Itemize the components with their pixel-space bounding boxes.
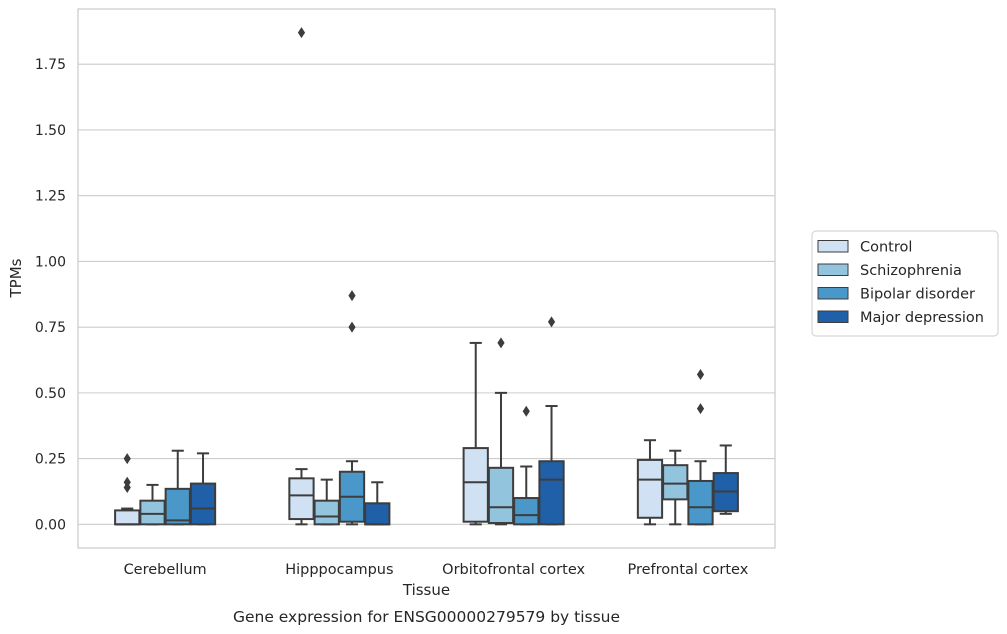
box-schizophrenia xyxy=(662,449,689,526)
iqr-box xyxy=(164,487,191,526)
iqr-box xyxy=(313,499,340,526)
y-tick-label: 0.25 xyxy=(35,452,66,468)
iqr-box xyxy=(189,482,217,526)
box-bipolar-disorder xyxy=(338,290,366,526)
box-control xyxy=(636,439,664,526)
y-tick-label: 1.25 xyxy=(35,189,66,205)
plot-area-frame xyxy=(77,8,776,549)
box-major-depression xyxy=(538,316,565,526)
y-tick-labels: 0.00 0.25 0.50 0.75 1.00 1.25 1.50 1.75 xyxy=(35,57,66,533)
iqr-box xyxy=(662,464,689,501)
iqr-box xyxy=(487,466,515,525)
box-major-depression xyxy=(364,481,391,526)
outlier-point xyxy=(696,403,705,415)
x-tick-label: Hipppocampus xyxy=(285,562,393,578)
box-series xyxy=(114,27,739,526)
y-tick-label: 0.00 xyxy=(35,517,66,533)
outlier-point xyxy=(297,27,306,39)
iqr-box xyxy=(114,509,141,526)
box-schizophrenia xyxy=(139,483,166,526)
legend-label: Control xyxy=(860,240,912,256)
x-tick-label: Prefrontal cortex xyxy=(627,562,748,578)
legend-label: Major depression xyxy=(860,310,984,326)
iqr-box xyxy=(538,460,565,526)
x-tick-labels: Cerebellum Hipppocampus Orbitofrontal cort… xyxy=(124,562,749,578)
iqr-box xyxy=(288,477,315,521)
box-bipolar-disorder xyxy=(164,449,191,526)
outlier-point xyxy=(497,337,505,349)
legend-swatch xyxy=(817,287,849,300)
outlier-point xyxy=(696,368,705,380)
outlier-point xyxy=(123,453,131,465)
box-control xyxy=(462,341,489,526)
box-schizophrenia xyxy=(313,478,340,526)
x-tick-label: Orbitofrontal cortex xyxy=(442,562,585,578)
x-tick-label: Cerebellum xyxy=(124,562,207,578)
iqr-box xyxy=(462,447,489,523)
y-gridlines xyxy=(78,63,775,525)
y-tick-label: 1.00 xyxy=(35,254,66,270)
y-tick-label: 1.50 xyxy=(35,123,66,139)
iqr-box xyxy=(687,479,714,526)
box-schizophrenia xyxy=(487,337,515,526)
outlier-point xyxy=(348,321,356,333)
iqr-box xyxy=(364,502,391,526)
box-bipolar-disorder xyxy=(513,405,540,526)
box-control xyxy=(114,453,141,526)
iqr-box xyxy=(513,497,540,526)
legend-swatch xyxy=(817,240,849,253)
outlier-point xyxy=(348,290,356,302)
box-major-depression xyxy=(712,444,739,515)
box-major-depression xyxy=(189,452,217,526)
x-axis-label: Tissue xyxy=(402,581,450,599)
legend-frame xyxy=(811,230,999,337)
iqr-box xyxy=(139,499,166,526)
outlier-point xyxy=(123,476,131,488)
chart-title: Gene expression for ENSG00000279579 by t… xyxy=(233,608,620,626)
legend-swatch xyxy=(817,263,849,276)
box-control xyxy=(288,27,315,526)
y-axis-label: TPMs xyxy=(7,258,25,298)
y-tick-label: 1.75 xyxy=(35,57,66,73)
y-tick-label: 0.75 xyxy=(35,320,66,336)
box-bipolar-disorder xyxy=(687,368,714,526)
y-tick-label: 0.50 xyxy=(35,386,66,402)
outlier-point xyxy=(522,405,530,417)
legend-label: Bipolar disorder xyxy=(860,287,975,303)
iqr-box xyxy=(636,458,664,519)
legend-swatch xyxy=(817,310,849,323)
legend-label: Schizophrenia xyxy=(860,263,962,279)
outlier-point xyxy=(547,316,556,328)
legend: Control Schizophrenia Bipolar disorder Majo… xyxy=(811,230,999,337)
